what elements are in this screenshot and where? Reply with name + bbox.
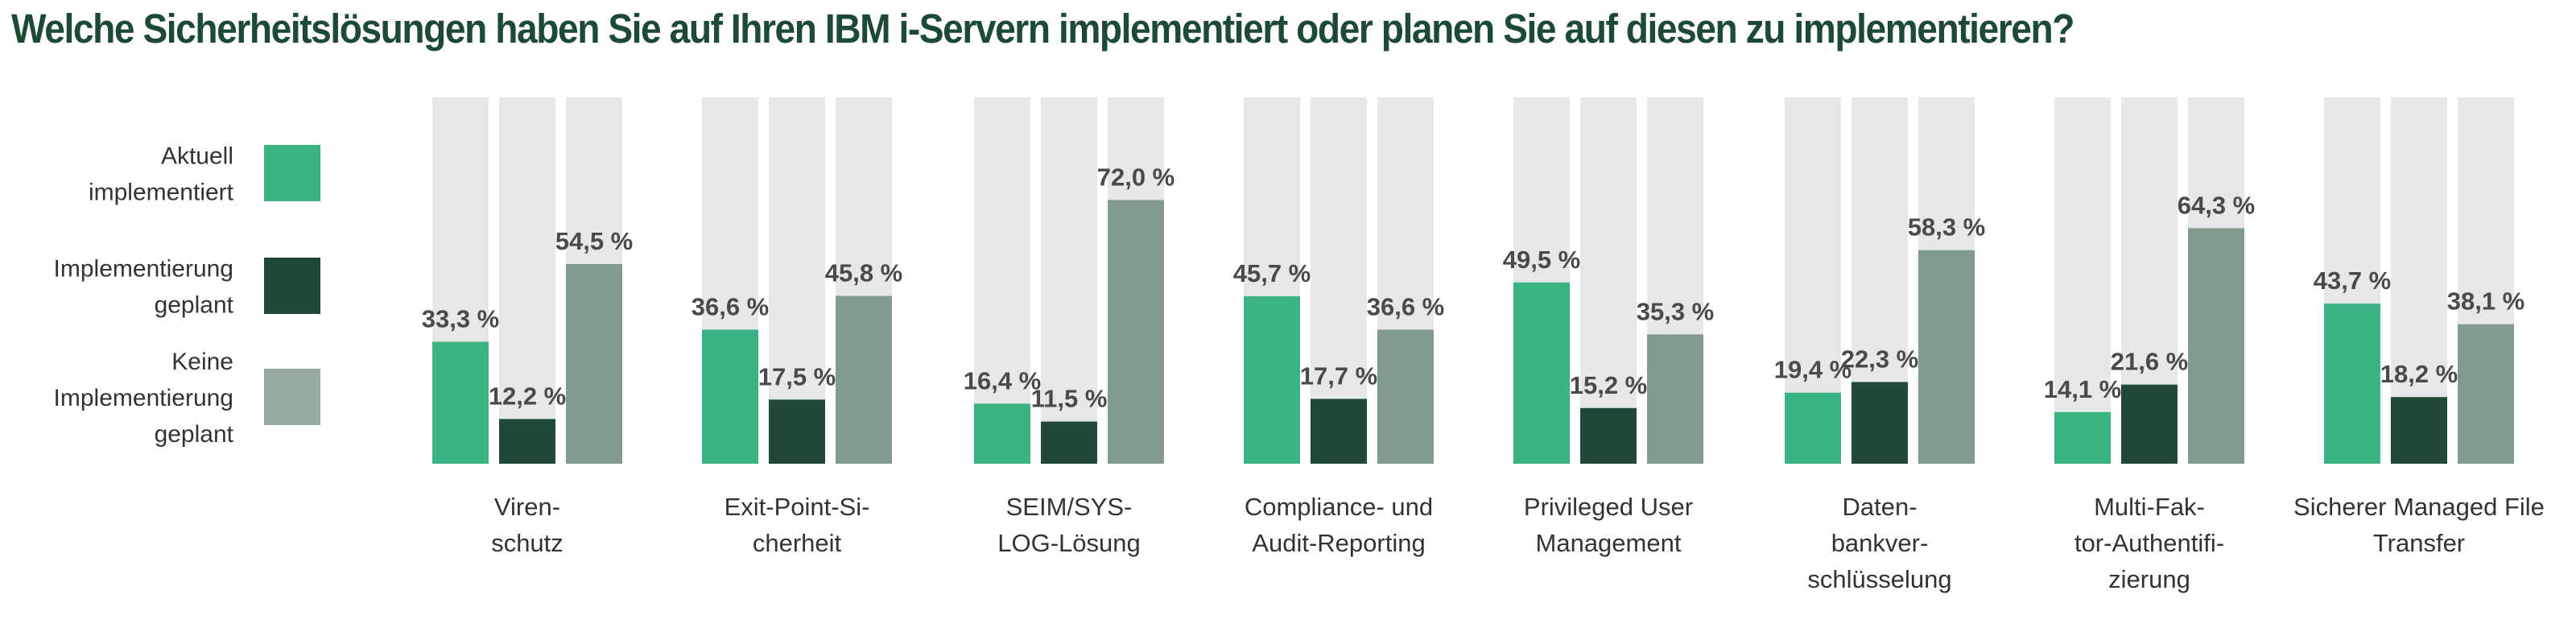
data-label: 18,2 %	[2380, 360, 2458, 388]
bar	[1580, 407, 1637, 464]
bar	[2054, 411, 2111, 464]
bar	[1785, 392, 1841, 464]
bar	[974, 403, 1030, 464]
data-label: 35,3 %	[1637, 297, 1715, 325]
category-group: 45,7 % 17,7 % 36,6 % Compliance- und Audit-R…	[1233, 97, 1445, 557]
bar	[2121, 384, 2178, 464]
category-label: Daten-bankver-schlüsselung	[1807, 493, 1951, 593]
category-group: 14,1 %21,6 % 64,3 % Multi-Fak-tor-Authenti…	[2044, 97, 2256, 593]
data-label: 36,6 %	[1367, 292, 1445, 320]
data-label: 14,1 %	[2044, 375, 2122, 403]
bar-track	[1580, 97, 1637, 464]
data-label: 38,1 %	[2447, 287, 2525, 316]
bar	[1918, 250, 1975, 464]
bar	[432, 341, 489, 464]
plot-area: 33,3 % 12,2 % 54,5 % Viren-schutz 36,6 % 17,5…	[422, 97, 2545, 593]
category-label: Exit-Point-Si-cherheit	[724, 493, 870, 557]
bar-track	[1041, 97, 1097, 464]
category-group: 33,3 % 12,2 % 54,5 % Viren-schutz	[422, 97, 634, 557]
data-label: 33,3 %	[422, 304, 500, 332]
page-title: Welche Sicherheitslösungen haben Sie auf…	[11, 6, 2074, 52]
bar	[836, 295, 892, 464]
legend-swatch	[264, 258, 320, 314]
bar	[2324, 304, 2380, 464]
data-label: 21,6 %	[2111, 348, 2189, 376]
data-label: 72,0 %	[1097, 163, 1175, 191]
category-group: 16,4 %11,5 % 72,0 % SEIM/SYS-LOG-Lösung	[964, 97, 1175, 557]
bar	[702, 329, 758, 464]
category-label: Viren-schutz	[491, 493, 564, 557]
category-label: Compliance- und Audit-Reporting	[1245, 493, 1433, 557]
category-group: 19,4 %22,3 % 58,3 % Daten-bankver-schlüsse…	[1774, 97, 1986, 593]
bar	[1513, 282, 1570, 464]
data-label: 17,5 %	[758, 362, 836, 390]
bar	[1377, 329, 1434, 464]
bar	[1041, 421, 1097, 464]
bar	[2391, 397, 2447, 464]
data-label: 36,6 %	[691, 292, 770, 320]
legend-label: Implementierung geplant	[54, 256, 234, 319]
data-label: 22,3 %	[1841, 345, 1919, 374]
bar	[499, 419, 555, 464]
bar-track	[2054, 97, 2111, 464]
data-label: 54,5 %	[555, 227, 634, 255]
bar	[2458, 324, 2514, 464]
bar	[2188, 228, 2244, 464]
bar	[1852, 382, 1908, 464]
bar	[1108, 200, 1164, 464]
bar	[769, 399, 825, 464]
legend-swatch	[264, 369, 320, 425]
data-label: 49,5 %	[1503, 246, 1581, 274]
legend-item: Implementierung geplant	[54, 256, 320, 319]
category-label: Privileged User Management	[1524, 493, 1693, 557]
category-label: Multi-Fak-tor-Authentifi-zierung	[2074, 493, 2224, 593]
data-label: 58,3 %	[1908, 213, 1986, 242]
bar-track	[974, 97, 1030, 464]
data-label: 11,5 %	[1031, 385, 1108, 413]
legend-label: Aktuell implementiert	[89, 143, 234, 206]
data-label: 19,4 %	[1774, 356, 1852, 384]
category-label: SEIM/SYS-LOG-Lösung	[997, 493, 1141, 557]
bar	[1647, 334, 1703, 464]
data-label: 17,7 %	[1300, 361, 1378, 390]
category-group: 43,7 % 18,2 % 38,1 % Sicherer Managed File T…	[2293, 97, 2545, 557]
bar	[1311, 399, 1367, 464]
legend: Aktuell implementiert Implementierung gepla…	[54, 143, 320, 448]
bar-track	[499, 97, 555, 464]
data-label: 43,7 %	[2314, 266, 2392, 295]
legend-item: Keine Implementierung geplant	[54, 349, 320, 448]
data-label: 45,7 %	[1233, 259, 1311, 287]
bar	[566, 264, 622, 464]
data-label: 12,2 %	[489, 382, 567, 410]
data-label: 16,4 %	[964, 366, 1042, 394]
category-group: 49,5 % 15,2 % 35,3 % Privileged User Managem…	[1503, 97, 1715, 557]
data-label: 45,8 %	[825, 259, 903, 287]
legend-item: Aktuell implementiert	[89, 143, 320, 206]
bar	[1244, 296, 1300, 464]
data-label: 64,3 %	[2178, 191, 2256, 219]
legend-label: Keine Implementierung geplant	[54, 349, 234, 448]
legend-swatch	[264, 145, 320, 201]
category-group: 36,6 % 17,5 % 45,8 % Exit-Point-Si-cherheit	[691, 97, 903, 557]
data-label: 15,2 %	[1570, 371, 1648, 399]
category-label: Sicherer Managed File Transfer	[2293, 493, 2545, 557]
